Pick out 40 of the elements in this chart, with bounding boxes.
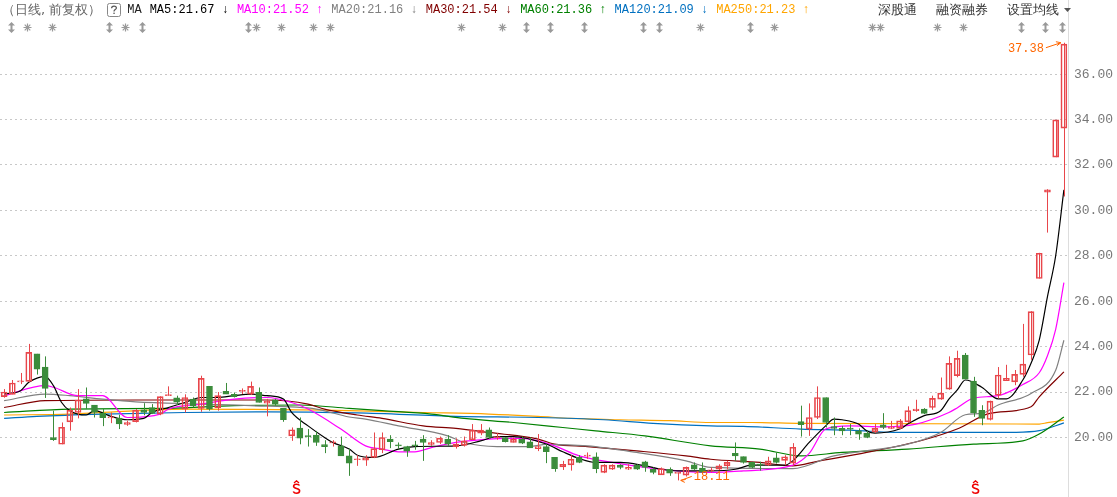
candlestick [731, 442, 739, 462]
text: MA250:21.23 ↑ [716, 3, 810, 17]
chart-subtitle: （日线, 前复权） [2, 1, 102, 19]
text: MA5:21.67 ↓ [149, 3, 229, 17]
y-tick-label: 36.00 [1074, 66, 1114, 82]
candlestick [592, 452, 599, 474]
y-tick-label: 20.00 [1074, 430, 1114, 446]
text: MA30:21.54 ↓ [425, 3, 513, 17]
candlestick [50, 410, 57, 442]
y-tick-label: 22.00 [1074, 384, 1114, 400]
annotation: 融资融券 [936, 1, 988, 19]
candlestick [1052, 119, 1060, 158]
text: MA20:21.16 ↓ [331, 3, 418, 17]
candlestick [978, 404, 986, 426]
line-series [3, 371, 1065, 467]
annotation: 37.38 [1007, 42, 1044, 57]
candlestick [82, 387, 90, 410]
y-tick-label: 26.00 [1074, 293, 1114, 309]
text: MA60:21.36 ↑ [520, 3, 607, 17]
text: MA10:21.52 ↑ [236, 3, 324, 17]
annotation: 深股通 [878, 1, 917, 19]
candlestick [846, 423, 854, 436]
y-tick-label: 28.00 [1074, 248, 1114, 264]
legend-title: MA [127, 3, 142, 17]
candlestick [41, 356, 49, 399]
annotation: 设置均线 [1007, 1, 1059, 19]
annotation: 18.11 [693, 469, 730, 484]
line-series [3, 189, 1065, 472]
candlestick [822, 397, 829, 429]
y-tick-label: 24.00 [1074, 339, 1114, 355]
line-series [3, 411, 1065, 434]
line-series [3, 339, 1065, 470]
candlestick [961, 352, 969, 380]
y-tick-label: 30.00 [1074, 202, 1114, 218]
line-series [3, 404, 1065, 457]
y-tick-label: 34.00 [1074, 112, 1114, 128]
candlestick [206, 386, 213, 412]
y-tick-label: 32.00 [1074, 157, 1114, 173]
text: MA120:21.09 ↓ [614, 3, 709, 17]
candlestick [542, 443, 550, 464]
